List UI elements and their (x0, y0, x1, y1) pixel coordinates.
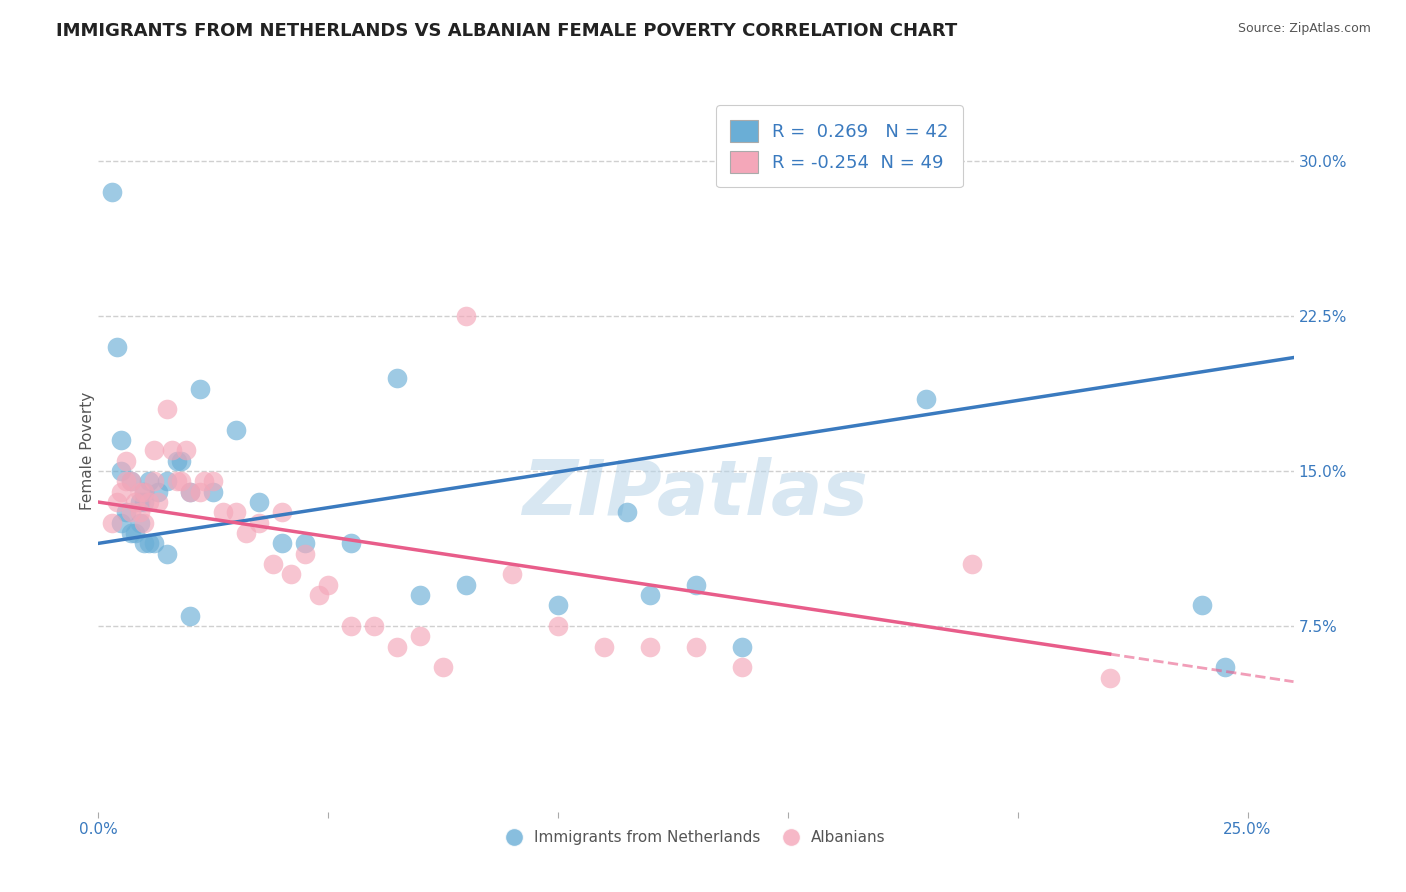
Point (409, 629, 432, 643)
Point (547, 599, 569, 613)
Point (148, 484, 170, 499)
Text: ZIPatlas: ZIPatlas (523, 457, 869, 531)
Point (138, 475, 160, 489)
Point (120, 526, 142, 541)
Point (134, 495, 156, 509)
Point (616, 505, 638, 519)
Point (211, 505, 233, 519)
Point (134, 536, 156, 550)
Point (731, 660, 754, 674)
Point (128, 495, 150, 509)
Point (166, 475, 188, 489)
Point (124, 526, 146, 541)
Point (156, 547, 179, 561)
Point (128, 516, 150, 530)
Point (105, 340, 128, 354)
Point (225, 423, 247, 437)
Point (138, 495, 160, 509)
Point (142, 443, 165, 458)
Point (110, 433, 132, 447)
Point (271, 505, 294, 519)
Point (547, 619, 569, 633)
Point (638, 640, 661, 654)
Point (179, 608, 201, 623)
Point (105, 495, 128, 509)
Point (193, 475, 215, 489)
Point (156, 402, 179, 417)
Point (914, 392, 936, 406)
Point (142, 475, 165, 489)
Point (385, 371, 409, 385)
Text: IMMIGRANTS FROM NETHERLANDS VS ALBANIAN FEMALE POVERTY CORRELATION CHART: IMMIGRANTS FROM NETHERLANDS VS ALBANIAN … (56, 22, 957, 40)
Point (385, 640, 409, 654)
Point (247, 495, 270, 509)
Point (166, 454, 188, 468)
Point (138, 536, 160, 550)
Point (179, 484, 201, 499)
Point (363, 619, 385, 633)
Point (188, 382, 211, 396)
Point (685, 640, 707, 654)
Point (120, 505, 142, 519)
Point (101, 186, 124, 200)
Point (115, 505, 138, 519)
Point (160, 443, 183, 458)
Point (638, 588, 661, 602)
Point (247, 516, 270, 530)
Point (134, 484, 156, 499)
Point (101, 516, 124, 530)
Point (202, 484, 225, 499)
Point (110, 484, 132, 499)
Point (188, 484, 211, 499)
Point (294, 547, 316, 561)
Point (960, 557, 983, 571)
Point (262, 557, 284, 571)
Point (110, 516, 132, 530)
Point (280, 567, 302, 582)
Point (1213, 660, 1236, 674)
Point (456, 310, 478, 324)
Point (148, 495, 170, 509)
Point (170, 454, 193, 468)
Point (271, 536, 294, 550)
Point (456, 577, 478, 591)
Point (432, 660, 454, 674)
Point (110, 464, 132, 478)
Point (340, 619, 363, 633)
Legend: Immigrants from Netherlands, Albanians: Immigrants from Netherlands, Albanians (501, 824, 891, 851)
Point (202, 475, 225, 489)
Text: Source: ZipAtlas.com: Source: ZipAtlas.com (1237, 22, 1371, 36)
Point (134, 516, 156, 530)
Point (115, 475, 138, 489)
Point (120, 475, 142, 489)
Point (501, 567, 523, 582)
Point (142, 536, 165, 550)
Point (170, 475, 193, 489)
Point (685, 577, 707, 591)
Point (593, 640, 616, 654)
Point (128, 505, 150, 519)
Point (1098, 671, 1121, 685)
Point (174, 443, 197, 458)
Point (731, 640, 754, 654)
Point (179, 484, 201, 499)
Point (308, 588, 330, 602)
Point (235, 526, 257, 541)
Point (134, 484, 156, 499)
Point (115, 454, 138, 468)
Point (409, 588, 432, 602)
Point (156, 475, 179, 489)
Y-axis label: Female Poverty: Female Poverty (80, 392, 94, 509)
Point (124, 495, 146, 509)
Point (294, 536, 316, 550)
Point (128, 484, 150, 499)
Point (340, 536, 363, 550)
Point (1191, 599, 1213, 613)
Point (316, 577, 339, 591)
Point (225, 505, 247, 519)
Point (120, 475, 142, 489)
